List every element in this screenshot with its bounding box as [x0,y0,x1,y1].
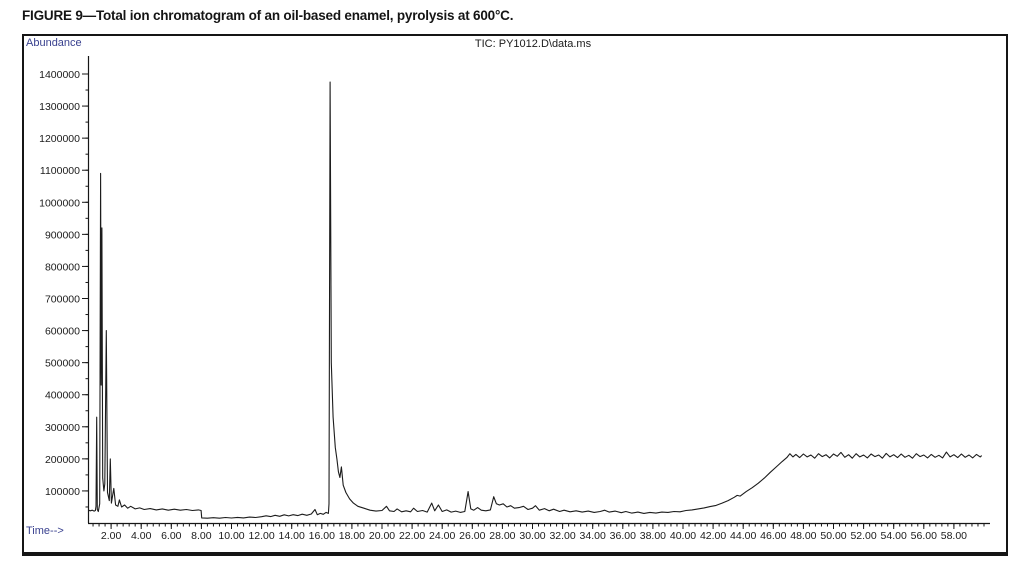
x-tick-label: 20.00 [369,530,395,542]
y-tick-label: 700000 [45,294,80,306]
y-tick-label: 1300000 [39,101,80,113]
figure-caption: FIGURE 9—Total ion chromatogram of an oi… [22,8,514,23]
x-tick-label: 30.00 [519,530,545,542]
y-tick-label: 600000 [45,326,80,338]
x-tick-label: 2.00 [101,530,122,542]
y-tick-label: 1100000 [40,165,80,177]
x-tick-label: 50.00 [820,530,846,542]
x-tick-label: 38.00 [640,530,666,542]
x-tick-label: 44.00 [730,530,756,542]
x-tick-label: 16.00 [309,530,335,542]
x-tick-label: 56.00 [911,530,937,542]
y-tick-label: 800000 [45,261,80,273]
y-tick-label: 1400000 [39,69,80,81]
tic-trace [88,81,983,519]
x-axis-title: Time--> [26,525,64,537]
x-tick-label: 28.00 [489,530,515,542]
x-tick-label: 34.00 [580,530,606,542]
y-tick-label: 500000 [45,358,80,370]
x-tick-label: 14.00 [279,530,305,542]
y-tick-label: 100000 [45,486,80,498]
y-tick-label: 1000000 [39,197,80,209]
y-tick-label: 400000 [45,390,80,402]
y-tick-label: 1200000 [39,133,80,145]
x-tick-label: 36.00 [610,530,636,542]
x-tick-label: 12.00 [248,530,274,542]
x-tick-label: 58.00 [941,530,967,542]
x-tick-label: 48.00 [790,530,816,542]
x-tick-label: 52.00 [850,530,876,542]
x-tick-label: 26.00 [459,530,485,542]
x-tick-label: 40.00 [670,530,696,542]
chart-title: TIC: PY1012.D\data.ms [474,38,592,50]
y-tick-label: 300000 [45,422,80,434]
chart-frame: 2.00 4.00 6.00 8.00 10.00 12.00 14.00 16.00 18.0… [22,34,1008,556]
x-tick-label: 24.00 [429,530,455,542]
x-tick-label: 8.00 [191,530,212,542]
x-tick-label: 6.00 [161,530,182,542]
x-tick-label: 4.00 [131,530,152,542]
x-tick-label: 32.00 [549,530,575,542]
chromatogram-plot: 2.00 4.00 6.00 8.00 10.00 12.00 14.00 16.00 18.0… [39,56,990,542]
x-tick-label: 46.00 [760,530,786,542]
x-tick-label: 10.00 [218,530,244,542]
x-tick-label: 42.00 [700,530,726,542]
x-tick-label: 18.00 [339,530,365,542]
x-tick-label: 54.00 [881,530,907,542]
y-tick-label: 200000 [45,454,80,466]
y-tick-label: 900000 [45,229,80,241]
y-axis-title: Abundance [26,37,82,49]
x-tick-label: 22.00 [399,530,425,542]
